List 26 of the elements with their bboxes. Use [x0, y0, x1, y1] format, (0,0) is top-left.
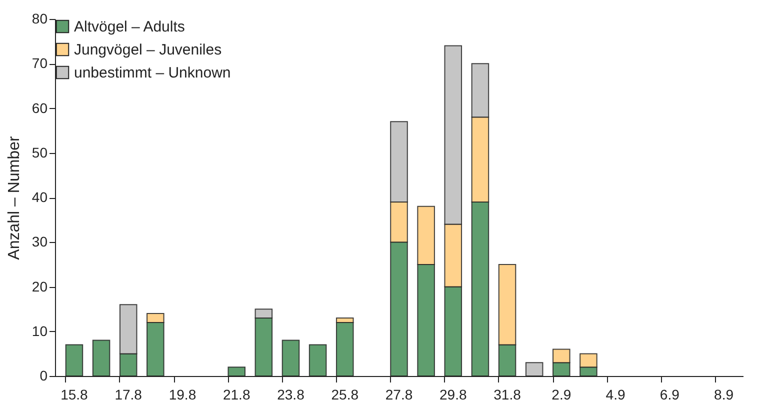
x-tick-label: 31.8 — [494, 386, 522, 402]
x-tick-label: 17.8 — [114, 386, 142, 402]
x-tick-label: 2.9 — [552, 386, 572, 402]
x-tick-label: 27.8 — [385, 386, 413, 402]
x-tick-label: 23.8 — [277, 386, 305, 402]
y-tick-label: 40 — [32, 189, 48, 205]
y-tick-label: 50 — [32, 144, 48, 160]
legend-label: Jungvögel – Juveniles — [74, 42, 222, 58]
x-tick-label: 21.8 — [222, 386, 250, 402]
legend-label: unbestimmt – Unknown — [74, 64, 231, 82]
y-tick-label: 70 — [32, 55, 48, 72]
y-tick-label: 10 — [32, 322, 48, 339]
x-tick-label: 29.8 — [440, 386, 467, 402]
y-tick-label: 30 — [32, 234, 48, 250]
y-tick-label: 20 — [32, 278, 48, 294]
y-axis-title: Anzahl – Number — [6, 136, 23, 260]
x-tick-label: 15.8 — [60, 386, 88, 402]
x-tick-label: 6.9 — [660, 386, 680, 402]
x-tick-label: 19.8 — [168, 386, 196, 402]
y-tick-label: 60 — [32, 100, 48, 116]
legend-label: Altvögel – Adults — [74, 18, 185, 36]
x-tick-label: 4.9 — [606, 386, 626, 402]
y-tick-label: 0 — [40, 368, 48, 384]
x-tick-label: 8.9 — [714, 386, 734, 402]
x-tick-label: 25.8 — [331, 386, 359, 402]
y-tick-label: 80 — [32, 10, 48, 26]
